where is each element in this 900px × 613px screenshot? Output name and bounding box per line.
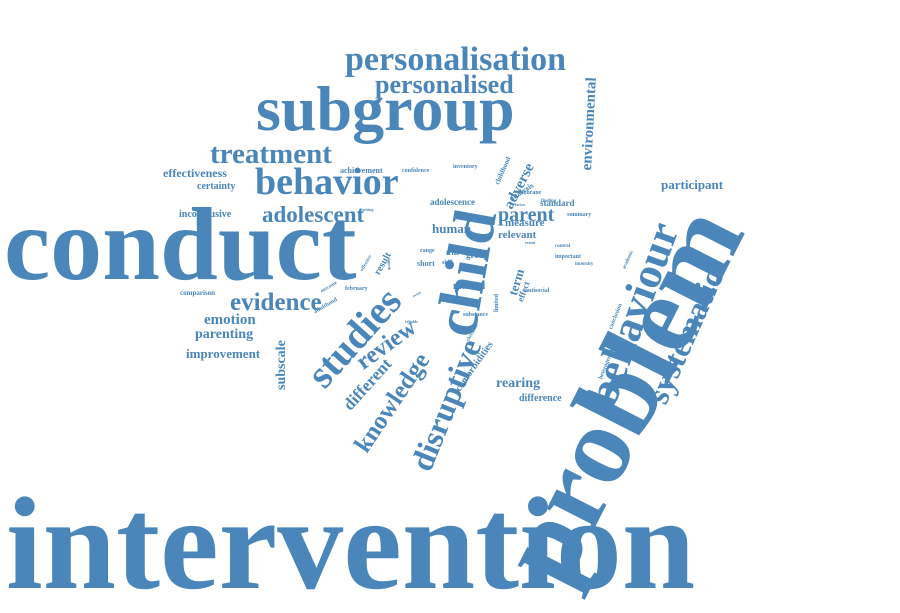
cloud-word: personalised (375, 70, 514, 99)
cloud-word: difference (519, 393, 562, 404)
cloud-word: effectiveness (163, 166, 227, 180)
cloud-word: confidence (402, 168, 430, 174)
cloud-word: method (453, 281, 486, 292)
cloud-word: parent (498, 204, 555, 226)
cloud-word: setting (362, 207, 374, 212)
cloud-word: environmental (579, 77, 600, 171)
cloud-word: relevant (498, 229, 537, 241)
cloud-word: finding (541, 199, 557, 204)
cloud-word: rearing (496, 376, 541, 391)
cloud-word: quality (386, 257, 391, 270)
cloud-word: certainty (197, 181, 236, 192)
cloud-word: evidence (230, 289, 322, 316)
cloud-word: effective (360, 254, 374, 273)
cloud-word: extent (525, 240, 536, 245)
cloud-word: treatment (210, 138, 332, 170)
cloud-word: limited (494, 294, 500, 312)
cloud-word: february (345, 286, 368, 292)
cloud-word: inconclusive (179, 209, 232, 220)
cloud-word: behavior (255, 161, 399, 203)
cloud-word: adolescent (262, 202, 365, 227)
cloud-word: control (555, 244, 571, 249)
cloud-word: skill (442, 260, 453, 266)
cloud-word: antisocial (525, 288, 550, 294)
cloud-word: emotion (204, 312, 256, 328)
cloud-word: personalisation (345, 41, 567, 78)
cloud-word: range (420, 248, 435, 254)
cloud-word: subscale (274, 340, 289, 390)
cloud-word: improvement (186, 346, 261, 361)
cloud-word: parenting (195, 327, 254, 342)
cloud-word: intervention (6, 470, 696, 613)
cloud-word: event (411, 289, 422, 299)
cloud-word: substance (463, 312, 489, 318)
cloud-word: achievement (340, 166, 383, 175)
cloud-word: reliable (405, 319, 418, 324)
cloud-word: summary (567, 212, 592, 218)
cloud-word: intensity (575, 262, 594, 267)
cloud-word: inventory (453, 164, 478, 170)
cloud-word: human (432, 221, 472, 236)
cloud-word: standard (540, 198, 575, 208)
cloud-word: trial (446, 249, 459, 257)
cloud-word: subgroup (256, 73, 515, 144)
cloud-word: participant (661, 177, 724, 192)
cloud-word: factor (515, 202, 526, 207)
cloud-word: childhood (493, 155, 513, 186)
cloud-word: comparison (180, 289, 215, 297)
cloud-word: conduct (4, 187, 357, 302)
cloud-word: group (466, 250, 489, 260)
cloud-word: important (555, 254, 581, 260)
cloud-word: cochrane (518, 190, 542, 196)
cloud-word: short (417, 259, 435, 268)
cloud-word: measure (505, 217, 545, 229)
cloud-word: adolescence (430, 197, 475, 207)
